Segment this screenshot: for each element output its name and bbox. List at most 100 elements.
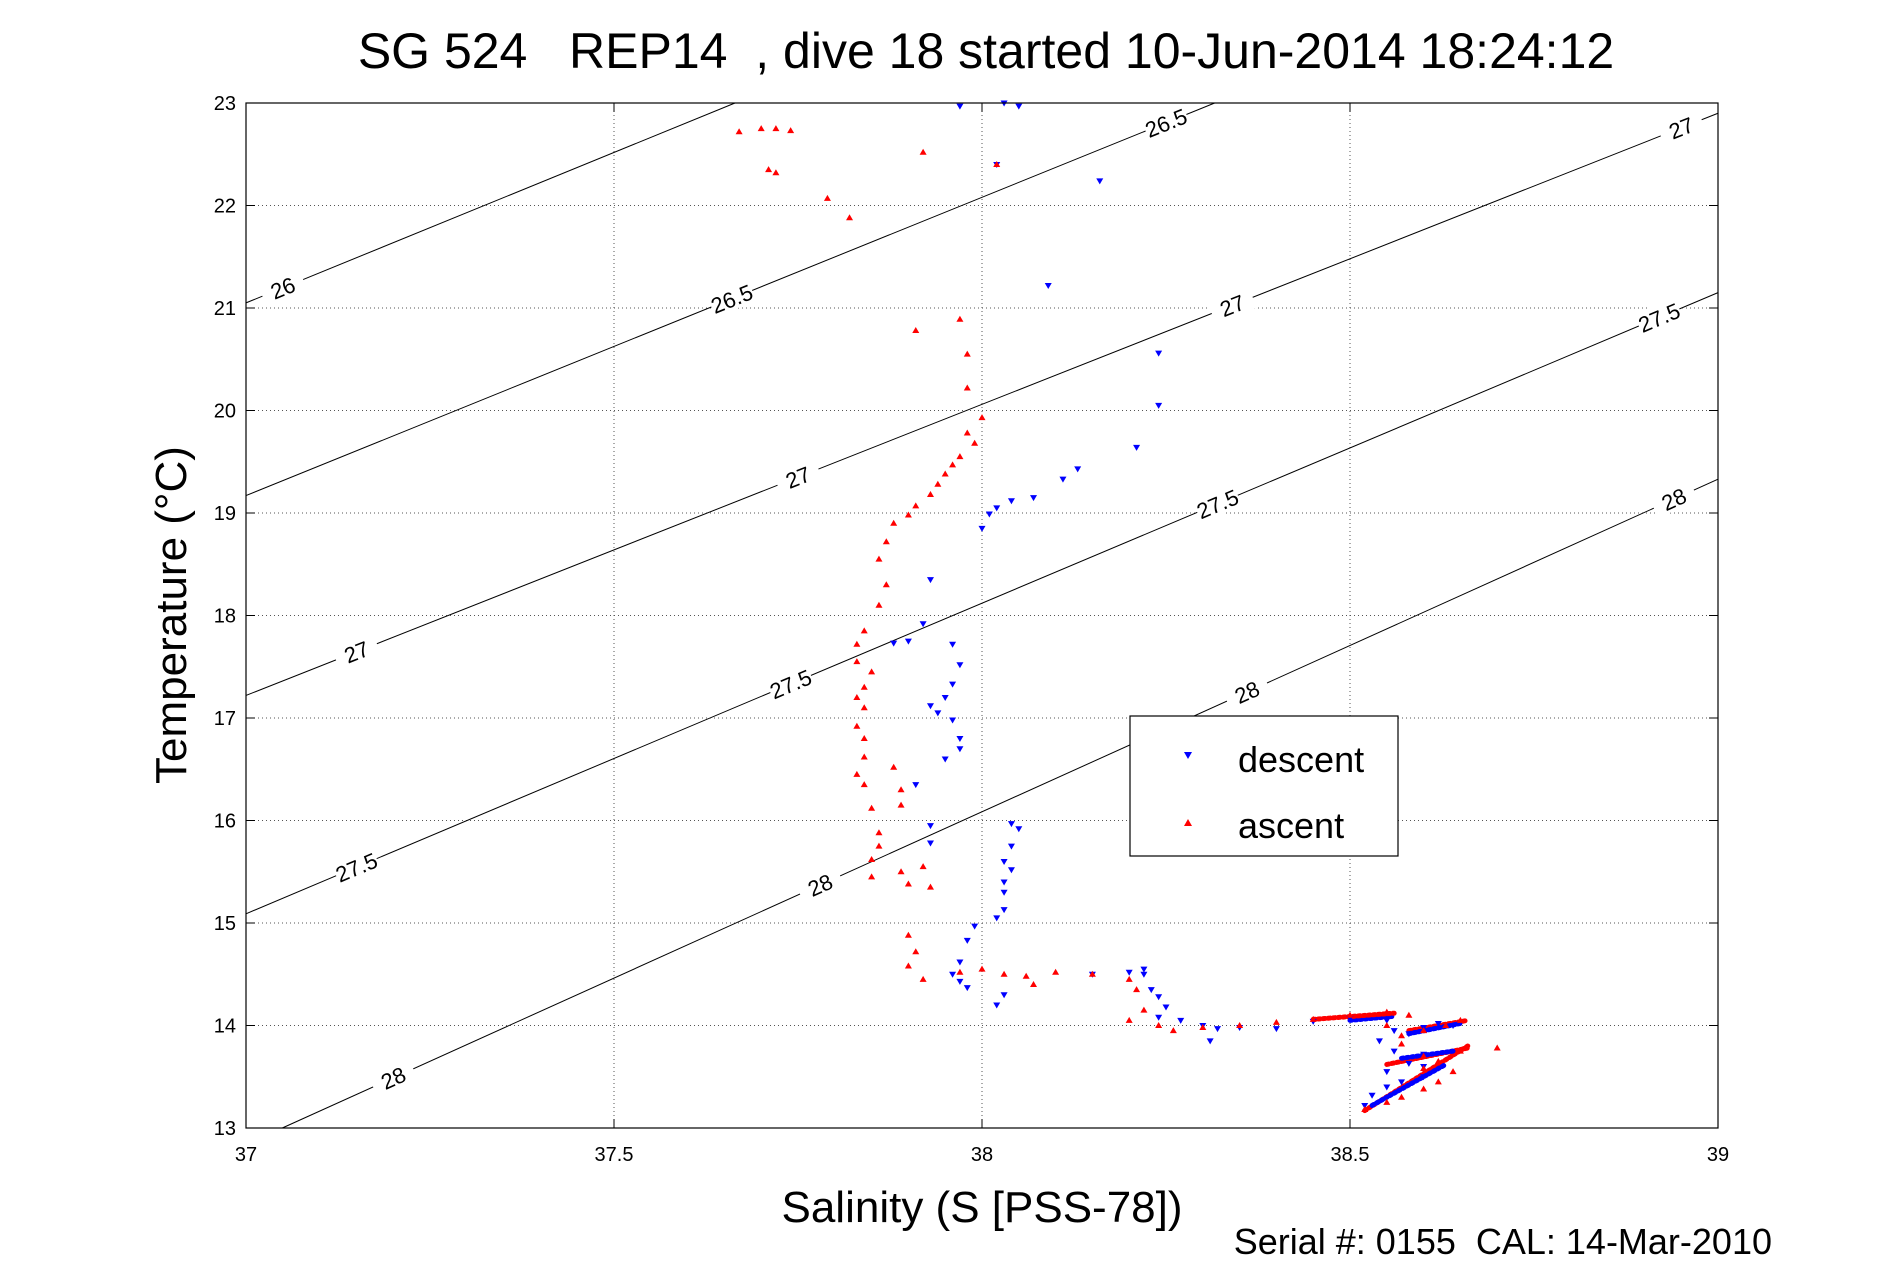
ascent-point (919, 863, 927, 870)
ascent-point (963, 384, 971, 391)
ascent-point (1022, 972, 1030, 979)
ascent-point (926, 491, 934, 498)
descent-point (926, 840, 934, 847)
ascent-point (993, 161, 1001, 167)
ascent-point (897, 786, 905, 793)
descent-point (941, 756, 949, 763)
data-trail (1310, 1010, 1397, 1022)
descent-point (1177, 1017, 1185, 1024)
ascent-point (1199, 1024, 1207, 1031)
ascent-point (853, 658, 861, 665)
ascent-point (1272, 1018, 1280, 1025)
ascent-point (912, 327, 920, 334)
descent-point (1420, 1074, 1428, 1081)
descent-point (985, 511, 993, 518)
ascent-point (1030, 981, 1038, 987)
ascent-point (860, 704, 868, 711)
y-tick-label: 13 (214, 1118, 236, 1140)
descent-point (956, 662, 964, 669)
ascent-point (868, 855, 876, 862)
descent-point (1007, 867, 1015, 874)
ascent-point (926, 883, 934, 890)
y-tick-label: 20 (214, 401, 236, 423)
ascent-point (1456, 1047, 1464, 1054)
contour-label-bg (1192, 483, 1243, 523)
x-axis-label: Salinity (S [PSS-78]) (781, 1183, 1182, 1232)
contour-label-bg (331, 846, 381, 886)
ascent-point (875, 555, 883, 562)
ascent-point (897, 868, 905, 875)
ascent-point (1236, 1022, 1244, 1028)
descent-point (1044, 282, 1052, 289)
descent-point (1162, 1004, 1170, 1011)
descent-point (1015, 103, 1023, 110)
descent-point (978, 525, 986, 532)
descent-point (949, 641, 957, 648)
ascent-point (1398, 1093, 1406, 1100)
contour-label-bg (1207, 285, 1257, 324)
ascent-point (904, 511, 912, 518)
ascent-point (1456, 1016, 1464, 1023)
legend-ascent-marker (1184, 819, 1192, 826)
density-contours: 26 26.526.52727272727.527.527.527.5282828… (245, 102, 1719, 1129)
grid (246, 103, 1718, 1128)
ascent-point (912, 948, 920, 955)
ascent-point (1169, 1027, 1177, 1034)
descent-point (1155, 350, 1163, 357)
ascent-point (735, 128, 743, 135)
ascent-point (860, 627, 868, 634)
ascent-point (1398, 1032, 1406, 1039)
ascent-point (1125, 975, 1133, 982)
ascent-point (904, 962, 912, 969)
data-trail (1347, 1013, 1397, 1023)
descent-point (1140, 966, 1148, 973)
ascent-point (868, 873, 876, 880)
ascent-point (978, 414, 986, 421)
ascent-point (919, 148, 927, 155)
ascent-point (904, 880, 912, 887)
descent-point (1155, 402, 1163, 409)
descent-point (1000, 992, 1008, 999)
y-tick-label: 19 (214, 503, 236, 525)
ascent-point (1398, 1040, 1406, 1047)
descent-point (1155, 1014, 1163, 1021)
ascent-point (1140, 1006, 1148, 1013)
descent-point (890, 640, 898, 647)
ascent-point (941, 470, 949, 477)
ascent-point (875, 601, 883, 608)
ascent-point (1361, 1106, 1369, 1113)
descent-point (1147, 987, 1155, 994)
ascent-point (1346, 1011, 1354, 1018)
ascent-point (765, 166, 773, 173)
axis-ticks: 37 37.5 38 38.5 39 13 14 15 16 17 18 19 20 21 22 23 (214, 93, 1729, 1166)
ascent-point (1420, 1027, 1428, 1034)
ascent-point (978, 965, 986, 972)
ascent-point (912, 502, 920, 509)
descent-point (912, 782, 920, 789)
contour-label-bg (1633, 296, 1684, 337)
contour-label-bg (765, 663, 816, 703)
ascent-point (1442, 1022, 1450, 1028)
ascent-point (1125, 1016, 1133, 1023)
ascent-point (757, 125, 765, 132)
ascent-point (890, 519, 898, 526)
descent-point (993, 1002, 1001, 1009)
ascent-point (1155, 1022, 1163, 1028)
descent-point (1383, 1069, 1391, 1076)
ascent-point (890, 763, 898, 770)
descent-point (1096, 178, 1104, 185)
ascent-point (1383, 1098, 1391, 1105)
descent-point (1449, 1023, 1457, 1029)
descent-point (1361, 1102, 1369, 1109)
ascent-point (956, 315, 964, 322)
ascent-point (1449, 1068, 1457, 1075)
y-axis-label: Temperature (°C) (147, 446, 196, 784)
descent-point (1007, 498, 1015, 505)
ascent-point (963, 429, 971, 436)
ascent-point (1420, 1085, 1428, 1092)
ascent-point (882, 581, 890, 588)
ascent-point (882, 538, 890, 545)
ascent-point (1405, 1011, 1413, 1018)
contour-label-bg (367, 1056, 418, 1097)
legend-descent-label: descent (1238, 739, 1364, 780)
